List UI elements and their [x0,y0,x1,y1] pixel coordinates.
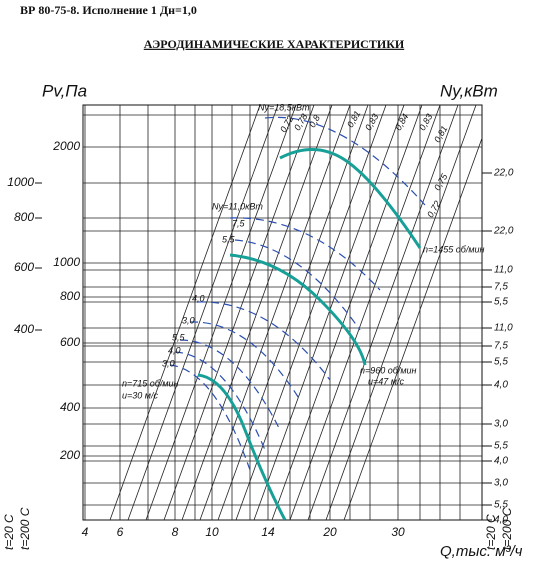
header: ВР 80-75-8. Исполнение 1 Дн=1,0 [20,3,197,17]
x-tick-label: 8 [172,525,179,539]
y-label: Pv,Па [42,81,87,100]
curves [169,116,426,520]
x-tick-label: 20 [322,525,337,539]
y2-tick-label: 3,0 [494,478,508,489]
network-line [199,105,351,520]
y-outer-tick-label: 1000 [7,175,34,189]
plot-frame [82,104,483,521]
x-label: Q,тыс. м³/ч [440,543,523,560]
temp-label: t=200 С [500,507,514,550]
efficiency-label: 0,81 [432,124,449,144]
temp-label: t=20 С [484,514,498,550]
power-label: Ny=11,0кВт [212,201,263,211]
temp-label: t=200 С [18,507,32,550]
network-line [307,105,459,520]
speed-label: n=1455 об/мин [423,244,485,254]
y2-tick-label: 4,0 [494,456,508,467]
network-line [217,105,369,520]
y2-tick-label: 4,0 [494,380,508,391]
network-line [253,105,405,520]
y2-tick-label: 11,0 [494,323,513,334]
network-line [145,105,297,520]
y2-tick-label: 7,5 [494,282,508,293]
speed-label: u=30 м/с [122,390,158,400]
temp-label: t=20 С [2,514,16,550]
y-tick-label: 2000 [52,139,80,153]
y2-tick-label: 5,5 [494,500,508,511]
y-outer-tick-label: 800 [14,210,34,224]
network-line [343,137,482,520]
pressure-curve [279,148,422,249]
y-tick-label: 400 [60,400,80,414]
power-label: 7,5 [232,218,246,228]
y-tick-label: 600 [60,335,80,349]
y2-tick-label: 7,5 [494,341,508,352]
y-outer-tick-label: 600 [14,260,34,274]
y2-tick-label: 22,0 [493,226,514,237]
power-label: 5,5 [172,332,186,342]
y2-tick-label: 3,0 [494,419,508,430]
power-label: 4,0 [168,345,181,355]
pressure-curve [229,253,367,366]
y-tick-label: 200 [59,448,80,462]
network-line [235,105,387,520]
title: АЭРОДИНАМИЧЕСКИЕ ХАРАКТЕРИСТИКИ [144,37,405,51]
y2-tick-label: 5,5 [494,297,508,308]
power-label: 4,0 [192,293,205,303]
y2-tick-label: 11,0 [494,265,513,276]
y2-tick-label: 5,5 [494,441,508,452]
y2-tick-label: 22,0 [493,168,514,179]
y2-tick-label: 4,0 [494,515,508,526]
grid [83,105,482,520]
network-line [181,105,333,520]
y-outer-tick-label: 400 [14,322,34,336]
efficiency-label: 0,75 [432,171,450,192]
pressure-curve [197,373,287,520]
network-line [325,105,477,520]
x-tick-label: 10 [205,525,219,539]
speed-label: n=715 об/мин [122,378,179,388]
y2-tick-label: 5,5 [494,357,508,368]
x-tick-label: 14 [261,525,275,539]
power-label: 3,0 [162,358,175,368]
speed-label: n=960 об/мин [360,365,417,375]
y-tick-label: 800 [60,289,80,303]
power-curves [169,116,426,471]
x-tick-label: 6 [117,525,124,539]
x-tick-label: 30 [391,525,405,539]
network-line [109,105,261,520]
power-label: Ny=18,5кВт [258,102,310,112]
efficiency-label: 0,8 [307,113,322,129]
network-line [127,105,279,520]
y2-label: Ny,кВт [440,81,498,100]
power-label: 3,0 [182,315,195,325]
network-line [163,105,315,520]
y-tick-label: 1000 [53,255,80,269]
speed-label: u=47 м/с [368,376,404,386]
x-tick-label: 4 [82,525,89,539]
power-label: 5,5 [222,234,236,244]
network-line [289,105,441,520]
